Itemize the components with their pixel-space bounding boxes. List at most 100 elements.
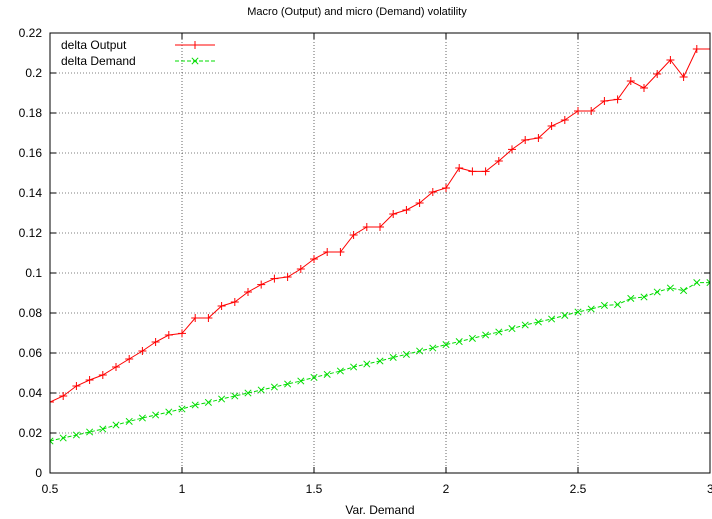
data-point xyxy=(257,386,265,394)
data-point xyxy=(389,353,397,361)
data-point xyxy=(151,338,160,346)
data-point xyxy=(178,329,186,338)
data-point xyxy=(561,311,569,319)
data-point xyxy=(165,408,173,416)
data-point xyxy=(125,355,134,363)
data-point xyxy=(244,389,252,397)
legend-label: delta Demand xyxy=(61,54,136,68)
y-tick-label: 0.08 xyxy=(19,306,43,320)
plot-frame xyxy=(49,32,711,474)
data-point xyxy=(416,347,424,355)
data-point xyxy=(679,73,688,81)
axis-ticks: 0 0.02 0.04 0.06 0.08 0.1 0.12 0.14 0.16 0.18 0.2 0… xyxy=(19,26,712,496)
data-point xyxy=(72,431,80,439)
data-point xyxy=(72,382,81,390)
data-point xyxy=(86,428,94,436)
data-point xyxy=(59,392,68,400)
data-point xyxy=(178,405,186,413)
data-point xyxy=(626,77,635,85)
data-point xyxy=(481,167,490,176)
y-tick-label: 0.02 xyxy=(19,426,43,440)
data-point xyxy=(442,184,450,192)
data-point xyxy=(85,376,94,384)
data-point xyxy=(482,331,490,339)
data-point xyxy=(350,363,358,371)
data-point xyxy=(521,136,530,144)
data-point xyxy=(574,107,582,115)
data-point xyxy=(428,188,437,196)
data-point xyxy=(653,288,661,296)
series-delta-demand xyxy=(50,279,710,445)
data-point xyxy=(389,210,398,218)
data-point xyxy=(587,107,596,115)
data-point xyxy=(297,377,305,385)
data-point xyxy=(270,274,279,283)
data-point xyxy=(112,421,120,429)
data-point xyxy=(230,298,239,306)
y-tick-label: 0.06 xyxy=(19,346,43,360)
data-point xyxy=(521,321,529,329)
legend-marker xyxy=(191,41,199,49)
x-tick-label: 2 xyxy=(443,482,450,496)
y-tick-label: 0.04 xyxy=(19,386,43,400)
data-point xyxy=(600,97,609,105)
data-point xyxy=(204,398,212,406)
data-point xyxy=(59,434,67,442)
data-point xyxy=(614,301,622,309)
data-point xyxy=(283,273,292,281)
data-point xyxy=(600,301,608,309)
x-axis-label: Var. Demand xyxy=(345,503,414,517)
data-point xyxy=(138,414,146,422)
data-point xyxy=(653,70,662,78)
data-point xyxy=(204,314,213,322)
data-point xyxy=(310,373,318,381)
data-point xyxy=(112,363,120,371)
data-point xyxy=(376,357,384,365)
data-point xyxy=(455,164,464,172)
data-point xyxy=(429,344,437,352)
data-point xyxy=(98,371,107,379)
x-tick-label: 1.5 xyxy=(306,482,323,496)
legend: delta Output delta Demand xyxy=(61,38,215,68)
y-tick-label: 0.22 xyxy=(19,26,43,40)
data-point xyxy=(627,294,635,302)
data-point xyxy=(257,280,266,289)
data-point xyxy=(666,56,675,64)
data-point xyxy=(548,315,556,323)
data-point xyxy=(336,367,344,375)
data-point xyxy=(706,45,710,53)
legend-marker xyxy=(191,57,199,65)
chart-title: Macro (Output) and micro (Demand) volati… xyxy=(247,6,467,18)
x-tick-label: 3 xyxy=(707,482,712,496)
data-point xyxy=(376,223,384,231)
x-tick-label: 2.5 xyxy=(570,482,587,496)
data-point xyxy=(99,425,107,433)
data-point xyxy=(680,287,688,295)
data-point xyxy=(217,302,226,310)
data-point xyxy=(415,199,424,207)
y-tick-label: 0.16 xyxy=(19,146,43,160)
data-point xyxy=(534,134,543,142)
data-point xyxy=(284,380,292,388)
data-point xyxy=(363,360,371,368)
y-tick-label: 0.14 xyxy=(19,186,43,200)
y-tick-label: 0 xyxy=(35,466,42,480)
data-point xyxy=(362,223,371,231)
data-point xyxy=(574,308,582,316)
y-tick-label: 0.2 xyxy=(25,66,42,80)
y-tick-label: 0.12 xyxy=(19,226,43,240)
data-point xyxy=(455,338,463,346)
data-point xyxy=(534,318,542,326)
data-point xyxy=(231,392,239,400)
data-point xyxy=(706,279,710,287)
data-point xyxy=(218,395,226,403)
series-delta-output xyxy=(50,45,710,406)
data-point xyxy=(244,288,252,296)
series-line xyxy=(50,282,710,442)
data-point xyxy=(296,265,305,273)
data-point xyxy=(613,95,622,104)
data-point xyxy=(494,157,503,165)
data-point xyxy=(468,334,476,342)
grid xyxy=(50,33,710,473)
